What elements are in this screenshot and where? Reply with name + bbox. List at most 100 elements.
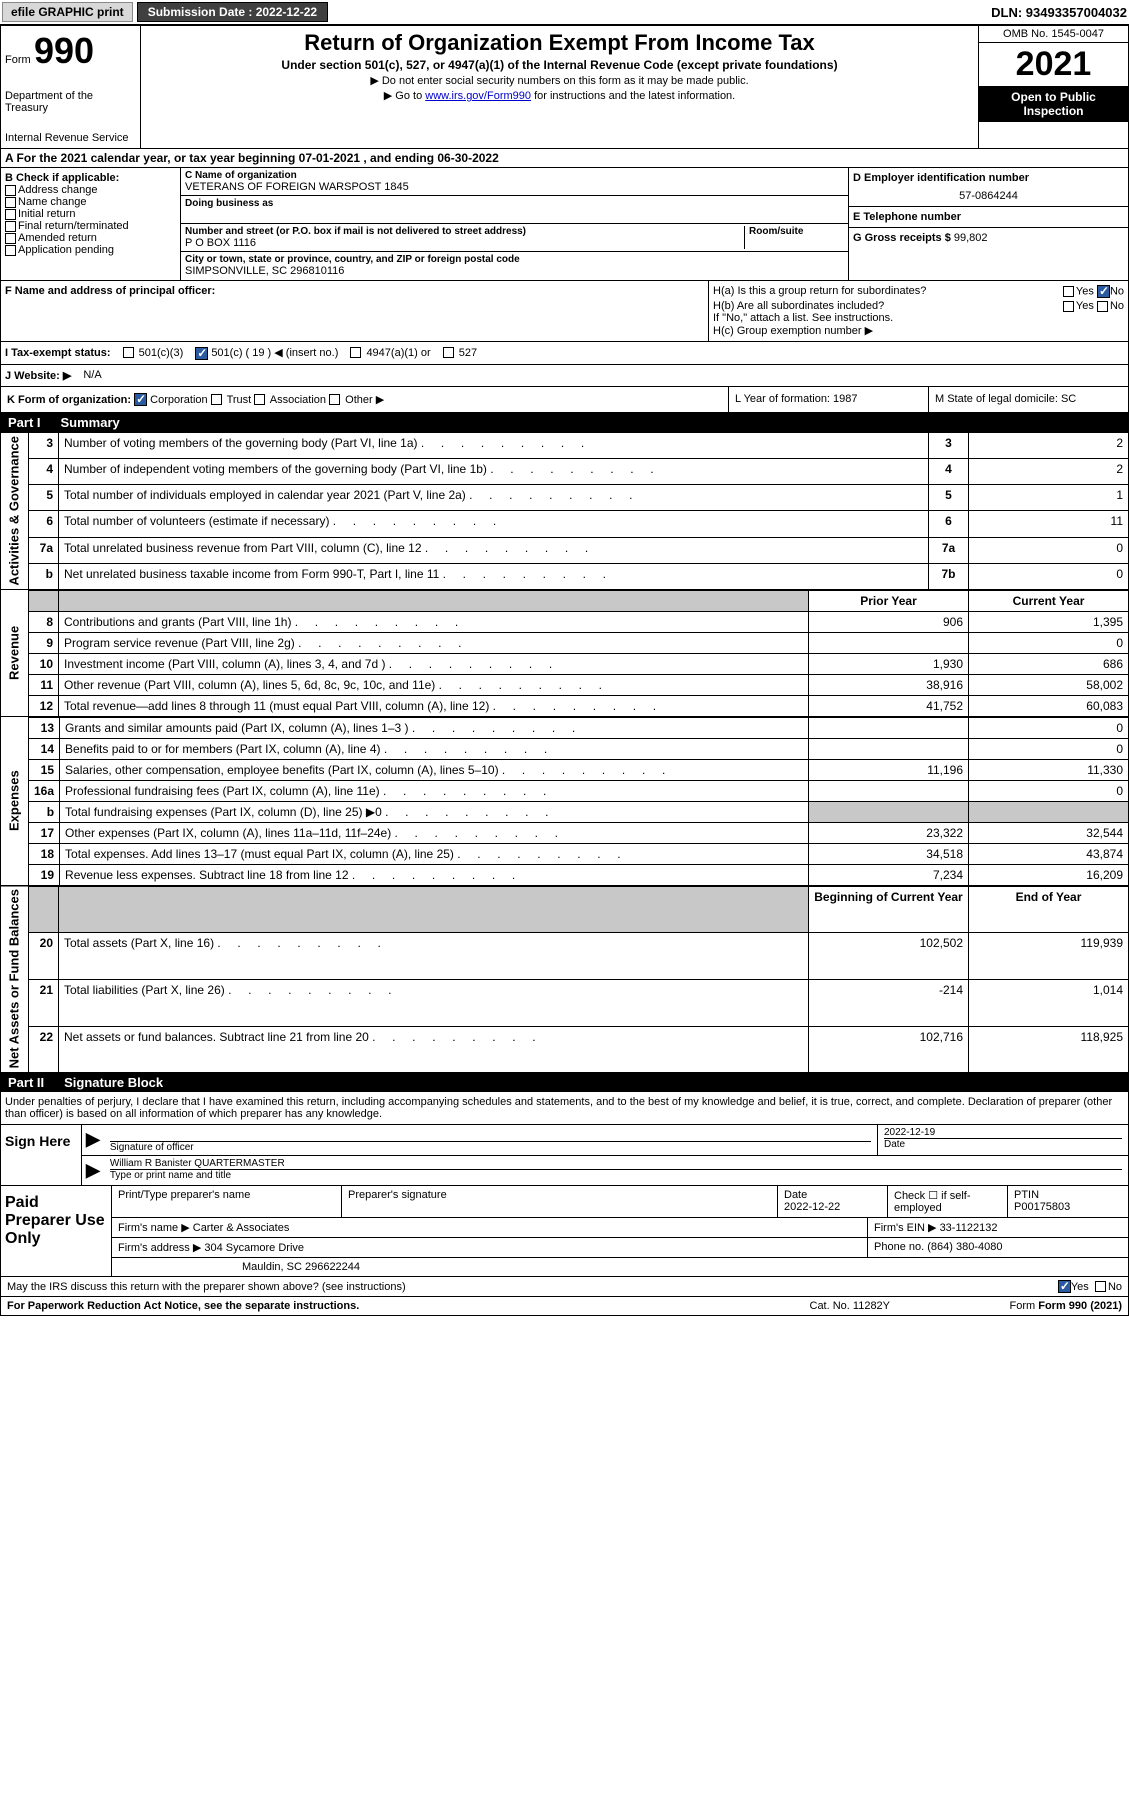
submission-date-button[interactable]: Submission Date : 2022-12-22 — [137, 2, 328, 22]
prep-print-name: Print/Type preparer's name — [112, 1186, 342, 1217]
line-3-box: 3 — [929, 433, 969, 459]
prep-date-label: Date — [784, 1189, 807, 1201]
sig-officer-label: Signature of officer — [110, 1141, 871, 1153]
line-8-text: Contributions and grants (Part VIII, lin… — [59, 611, 809, 632]
lbl-no2: No — [1110, 300, 1124, 312]
summary-table-gov: Activities & Governance 3 Number of voti… — [0, 432, 1129, 590]
firm-addr1: 304 Sycamore Drive — [204, 1242, 304, 1254]
row-i: I Tax-exempt status: 501(c)(3) 501(c) ( … — [0, 342, 1129, 365]
chk-501c3[interactable] — [123, 347, 134, 358]
part1-label: Part I — [8, 415, 41, 430]
preparer-label: Paid Preparer Use Only — [1, 1186, 111, 1276]
line-9-text: Program service revenue (Part VIII, line… — [59, 632, 809, 653]
line-8-py: 906 — [809, 611, 969, 632]
j-label: J Website: ▶ — [5, 369, 71, 382]
chk-address[interactable] — [5, 185, 16, 196]
e-label: E Telephone number — [853, 211, 1124, 223]
line-6-text: Total number of volunteers (estimate if … — [59, 511, 929, 537]
irs-link[interactable]: www.irs.gov/Form990 — [425, 90, 531, 102]
chk-corp[interactable] — [134, 393, 147, 406]
line-b-text: Total fundraising expenses (Part IX, col… — [60, 801, 809, 822]
ptin-label: PTIN — [1014, 1189, 1039, 1201]
line-5-num: 5 — [29, 485, 59, 511]
form-number: 990 — [34, 30, 94, 71]
line-4-value: 2 — [969, 459, 1129, 485]
net-spacer2 — [59, 886, 809, 933]
lbl-501c: 501(c) ( 19 ) ◀ (insert no.) — [211, 347, 338, 359]
line-10-text: Investment income (Part VIII, column (A)… — [59, 653, 809, 674]
chk-501c[interactable] — [195, 347, 208, 360]
chk-initial[interactable] — [5, 209, 16, 220]
line-b-num: b — [29, 563, 59, 589]
form-990: Form 990 (2021) — [1038, 1300, 1122, 1312]
chk-discuss-no[interactable] — [1095, 1281, 1106, 1292]
line-21-py: -214 — [809, 979, 969, 1026]
line-b-box: 7b — [929, 563, 969, 589]
efile-button[interactable]: efile GRAPHIC print — [2, 2, 133, 22]
cat-no: Cat. No. 11282Y — [810, 1300, 1010, 1312]
chk-ha-no[interactable] — [1097, 285, 1110, 298]
line-13-num: 13 — [29, 717, 60, 738]
line-11-py: 38,916 — [809, 674, 969, 695]
col-b-check: B Check if applicable: Address change Na… — [1, 168, 181, 280]
line-22-cy: 118,925 — [969, 1026, 1129, 1073]
vert-gov: Activities & Governance — [1, 433, 29, 590]
chk-final[interactable] — [5, 221, 16, 232]
form-label: Form — [5, 54, 31, 66]
irs-label: Internal Revenue Service — [5, 132, 136, 144]
chk-4947[interactable] — [350, 347, 361, 358]
sign-here-label: Sign Here — [1, 1125, 81, 1185]
chk-hb-yes[interactable] — [1063, 301, 1074, 312]
line-14-py — [809, 738, 969, 759]
chk-pending[interactable] — [5, 245, 16, 256]
k-label: K Form of organization: — [7, 394, 131, 406]
c-name-label: C Name of organization — [185, 170, 844, 181]
line-12-py: 41,752 — [809, 695, 969, 716]
chk-ha-yes[interactable] — [1063, 286, 1074, 297]
line-12-num: 12 — [29, 695, 59, 716]
chk-amended[interactable] — [5, 233, 16, 244]
hb-note: If "No," attach a list. See instructions… — [713, 312, 1124, 324]
lbl-yes-f: Yes — [1071, 1281, 1089, 1293]
chk-trust[interactable] — [211, 394, 222, 405]
lbl-no-f: No — [1108, 1281, 1122, 1293]
lbl-assoc: Association — [270, 394, 326, 406]
chk-discuss-yes[interactable] — [1058, 1280, 1071, 1293]
line-18-num: 18 — [29, 843, 60, 864]
top-toolbar: efile GRAPHIC print Submission Date : 20… — [0, 0, 1129, 25]
preparer-block: Paid Preparer Use Only Print/Type prepar… — [0, 1186, 1129, 1277]
lbl-final: Final return/terminated — [18, 220, 129, 232]
chk-name[interactable] — [5, 197, 16, 208]
line-16a-text: Professional fundraising fees (Part IX, … — [60, 780, 809, 801]
g-label: G Gross receipts $ — [853, 232, 951, 244]
line-b-py — [809, 801, 969, 822]
c-street-value: P O BOX 1116 — [185, 237, 744, 249]
line-14-cy: 0 — [969, 738, 1129, 759]
arrow-icon: ▶ — [82, 1156, 104, 1185]
eoy-head: End of Year — [969, 886, 1129, 933]
boy-head: Beginning of Current Year — [809, 886, 969, 933]
summary-table-exp: Expenses 13 Grants and similar amounts p… — [0, 717, 1129, 886]
b-header: B Check if applicable: — [5, 172, 176, 184]
lbl-other: Other ▶ — [345, 394, 384, 406]
line-15-cy: 11,330 — [969, 759, 1129, 780]
line-4-text: Number of independent voting members of … — [59, 459, 929, 485]
firm-name-value: Carter & Associates — [193, 1222, 290, 1234]
line-20-cy: 119,939 — [969, 933, 1129, 980]
chk-assoc[interactable] — [254, 394, 265, 405]
chk-hb-no[interactable] — [1097, 301, 1108, 312]
line-20-text: Total assets (Part X, line 16) — [59, 933, 809, 980]
vert-rev: Revenue — [1, 590, 29, 716]
line-20-py: 102,502 — [809, 933, 969, 980]
tax-year: 2021 — [979, 43, 1128, 86]
subtitle: Under section 501(c), 527, or 4947(a)(1)… — [145, 58, 974, 72]
i-label: I Tax-exempt status: — [5, 347, 111, 359]
chk-527[interactable] — [443, 347, 454, 358]
chk-other[interactable] — [329, 394, 340, 405]
line-6-box: 6 — [929, 511, 969, 537]
line-22-text: Net assets or fund balances. Subtract li… — [59, 1026, 809, 1073]
lbl-amended: Amended return — [18, 232, 97, 244]
rev-spacer — [29, 590, 59, 611]
lbl-corp: Corporation — [150, 394, 207, 406]
line-8-cy: 1,395 — [969, 611, 1129, 632]
